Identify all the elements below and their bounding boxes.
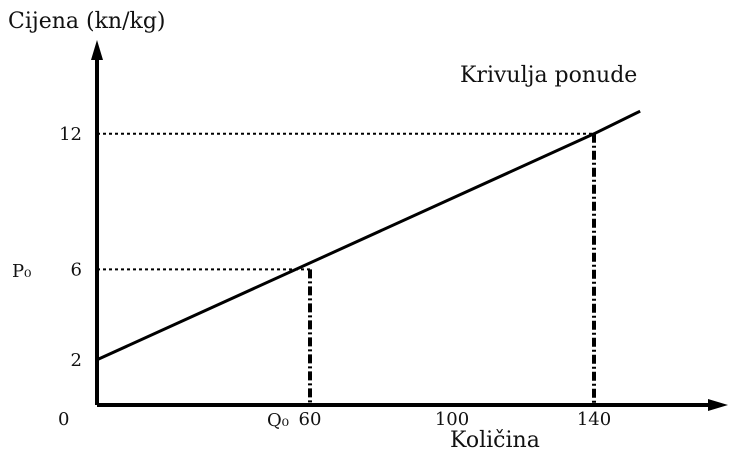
y-tick-12: 12 (59, 124, 82, 145)
x-tick-60: 60 (299, 409, 322, 430)
y-tick-2: 2 (71, 350, 82, 371)
x-tick-140: 140 (577, 409, 611, 430)
x-axis-arrow (708, 399, 728, 411)
y-axis-label: Cijena (kn/kg) (8, 9, 165, 34)
y-axis-arrow (91, 40, 103, 60)
series-label-krivulja-ponude: Krivulja ponude (460, 63, 637, 88)
tick-labels: 2 6 12 60 100 140 (59, 124, 611, 430)
origin-label: 0 (58, 409, 69, 430)
guide-lines (97, 132, 596, 405)
series-layer (96, 109, 641, 362)
series-line-0 (96, 109, 641, 362)
y-tick-6: 6 (71, 259, 82, 280)
point-label-q0: Q₀ (267, 410, 289, 431)
axes (91, 40, 728, 411)
point-label-p0: P₀ (12, 261, 31, 282)
x-tick-100: 100 (435, 409, 469, 430)
x-axis-label: Količina (450, 428, 540, 449)
